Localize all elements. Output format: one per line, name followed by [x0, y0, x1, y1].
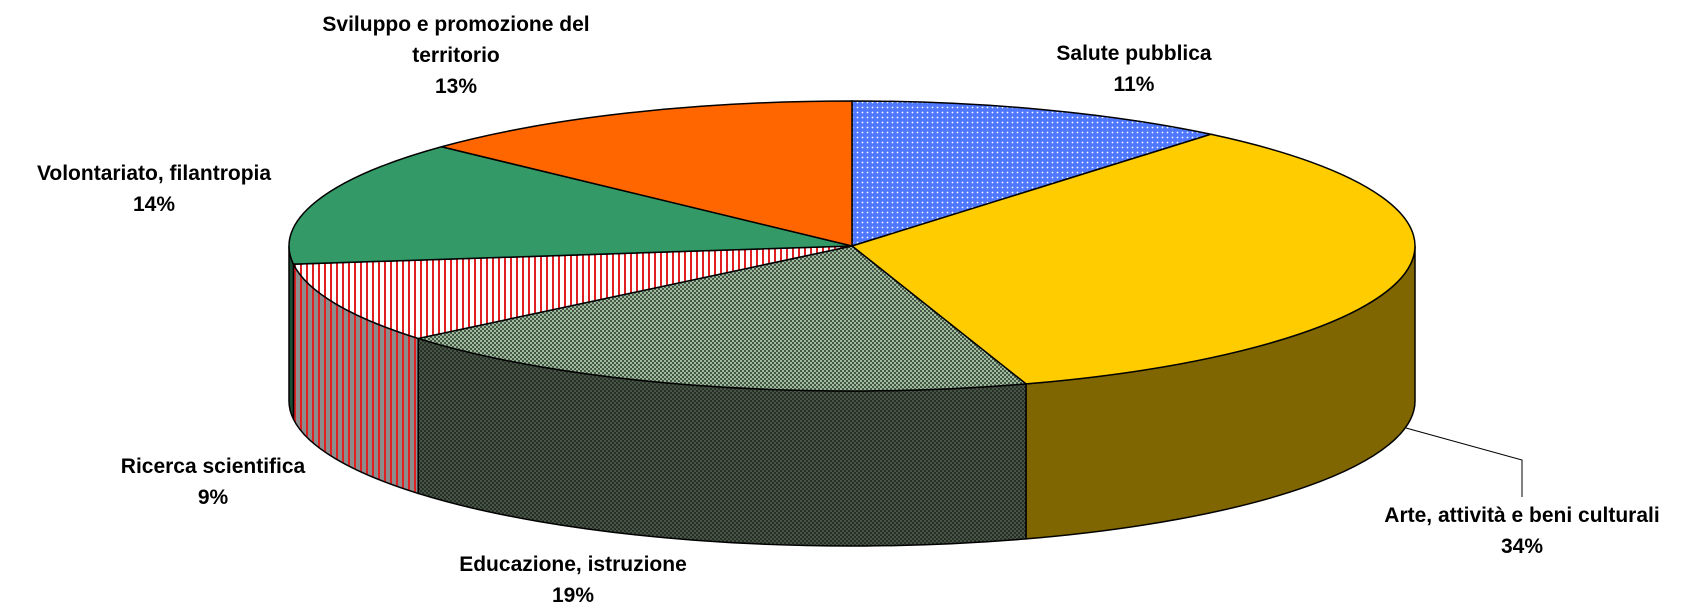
- slice-side: [288, 245, 295, 420]
- slice-label: Arte, attività e beni culturali 34%: [1384, 500, 1659, 562]
- slice: [441, 100, 853, 247]
- category-label: Educazione, istruzione: [459, 553, 687, 576]
- value-label: 9%: [197, 486, 229, 509]
- category-label: Salute pubblica: [1056, 42, 1212, 65]
- value-label: 13%: [434, 75, 478, 98]
- value-label: 19%: [551, 584, 595, 607]
- category-label: Arte, attività e beni culturali: [1384, 504, 1660, 527]
- slice-label: Sviluppo e promozione del territorio 13%: [301, 9, 611, 102]
- category-label: Sviluppo e promozione del territorio: [322, 13, 590, 67]
- slice: [415, 245, 1028, 392]
- slice: [850, 133, 1416, 385]
- leader-line: [1405, 427, 1523, 497]
- slice-label: Educazione, istruzione 19%: [459, 549, 687, 611]
- value-label: 34%: [1500, 535, 1544, 558]
- slice: [288, 145, 853, 265]
- category-label: Volontariato, filantropia: [36, 162, 272, 185]
- category-label: Ricerca scientifica: [120, 455, 306, 478]
- value-label: 14%: [132, 193, 176, 216]
- slice-label: Ricerca scientifica 9%: [121, 451, 305, 513]
- slice: [292, 245, 853, 340]
- slice: [851, 100, 1214, 248]
- slice-label: Salute pubblica 11%: [1056, 38, 1211, 100]
- slice-label: Volontariato, filantropia 14%: [37, 158, 271, 220]
- value-label: 11%: [1113, 73, 1155, 96]
